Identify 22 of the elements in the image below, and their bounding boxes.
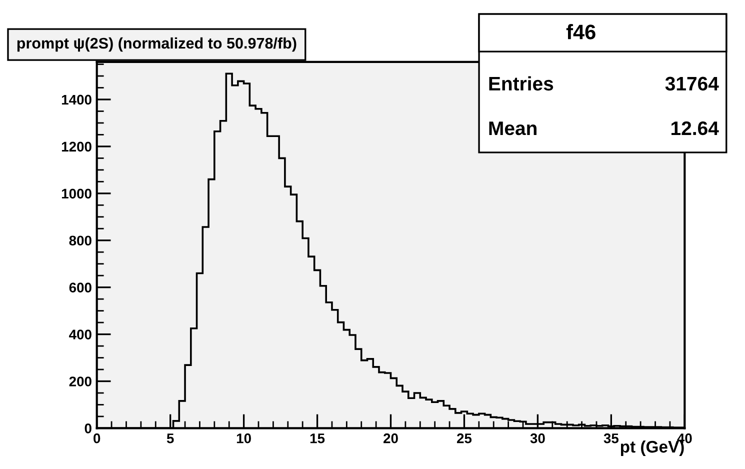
- x-tick-label: 5: [166, 434, 174, 444]
- annotation: Entries: [489, 76, 554, 91]
- text: f46: [566, 24, 596, 40]
- y-tick-label: 1200: [62, 142, 92, 152]
- y-tick-label: 800: [69, 236, 92, 246]
- y-tick-label: 1400: [62, 94, 92, 105]
- annotation: 31764: [665, 76, 719, 91]
- x-tick-label: 30: [530, 433, 545, 444]
- y-tick-label: 0: [84, 424, 92, 434]
- x-tick-label: 10: [236, 433, 251, 444]
- y-tick-label: 200: [69, 376, 92, 386]
- annotation: 12.64: [671, 121, 719, 136]
- x-tick-label: 0: [94, 433, 100, 444]
- annotation: Mean: [489, 122, 536, 136]
- x-tick-label: 15: [310, 434, 325, 444]
- chart-title: prompt ψ(2S) (normalized to 50.978/fb): [17, 37, 296, 52]
- y-tick-label: 1000: [62, 188, 92, 199]
- x-tick-label: 25: [456, 433, 472, 444]
- y-tick-label: 400: [69, 330, 92, 340]
- y-tick-label: 600: [69, 282, 92, 292]
- x-tick-label: 20: [384, 433, 398, 444]
- x-tick-label: 35: [604, 433, 619, 444]
